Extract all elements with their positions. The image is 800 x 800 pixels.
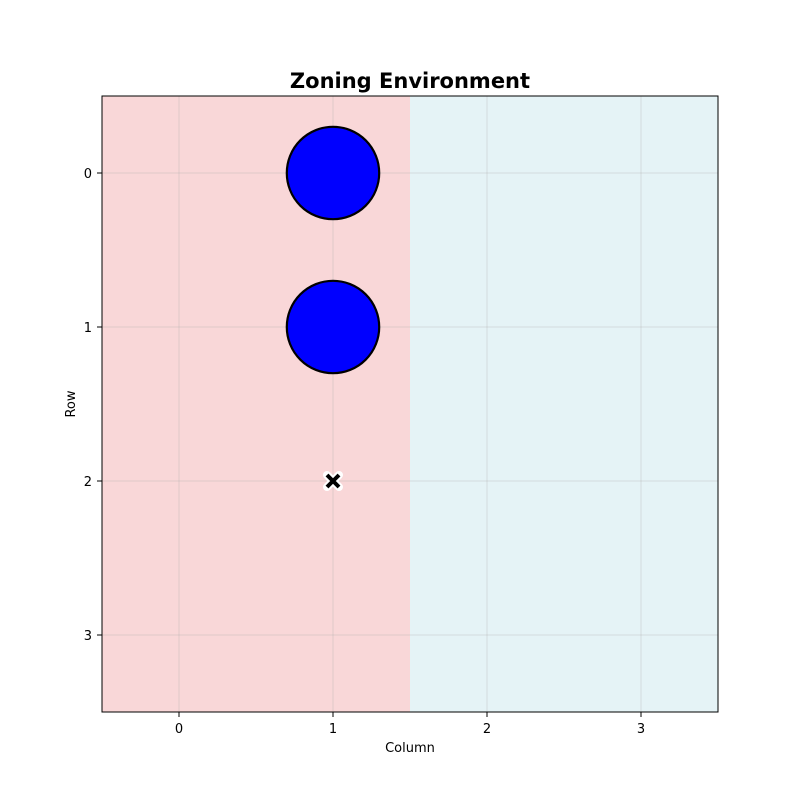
zones-layer [102,96,718,712]
agents-layer [285,125,381,375]
x-marker-0 [323,471,343,491]
x-axis-ticks: 0 1 2 3 [175,712,645,737]
y-tick-label-1: 1 [84,321,92,336]
y-tick-label-0: 0 [84,167,92,182]
x-tick-label-1: 1 [329,722,337,737]
chart-title: Zoning Environment [290,69,530,93]
plot-frame [101,95,719,713]
y-tick-label-3: 3 [84,629,92,644]
zone-1 [410,96,718,712]
y-axis-label: Row [64,390,79,417]
y-axis-ticks: 0 1 2 3 [84,167,102,644]
markers-layer [323,471,343,491]
agent-circle-1 [285,279,381,375]
agent-circle-0 [285,125,381,221]
y-tick-label-2: 2 [84,475,92,490]
x-tick-label-2: 2 [483,722,491,737]
x-axis-label: Column [385,741,435,756]
x-tick-label-3: 3 [637,722,645,737]
x-tick-label-0: 0 [175,722,183,737]
